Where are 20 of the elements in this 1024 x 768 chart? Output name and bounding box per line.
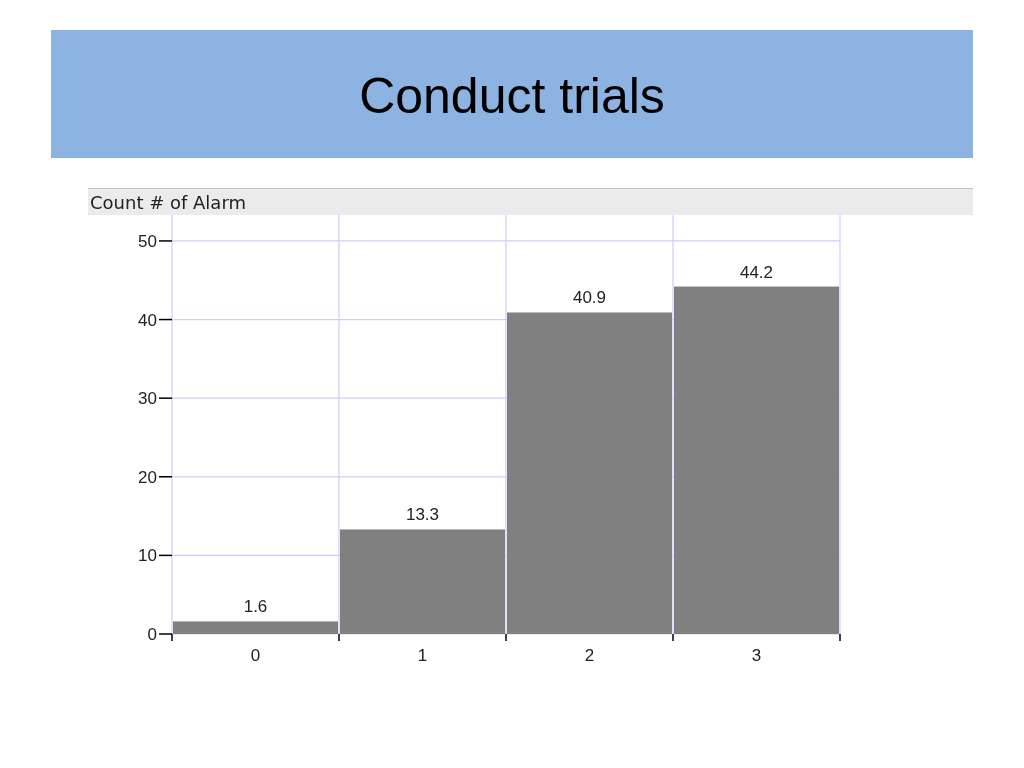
y-tick-label: 20 (138, 467, 157, 487)
data-label: 44.2 (739, 262, 774, 282)
data-label: 40.9 (572, 288, 607, 308)
data-label: 1.6 (243, 597, 268, 617)
chart-title: Conduct trials (359, 68, 665, 124)
x-tick-label: 3 (751, 646, 762, 665)
y-tick-label: 40 (138, 310, 157, 330)
y-tick-label: 10 (138, 546, 157, 566)
bar (507, 312, 672, 634)
y-tick-label: 0 (147, 624, 157, 644)
bar (674, 286, 839, 634)
y-tick-label: 30 (138, 389, 157, 409)
x-tick-label: 1 (417, 646, 428, 665)
data-label: 13.3 (405, 505, 440, 525)
y-axis-title: Count # of Alarm (90, 192, 247, 213)
bar (173, 621, 338, 634)
bar (340, 529, 505, 634)
x-tick-label: 0 (250, 646, 261, 665)
x-tick-label: 2 (584, 646, 595, 665)
y-tick-label: 50 (138, 231, 157, 251)
